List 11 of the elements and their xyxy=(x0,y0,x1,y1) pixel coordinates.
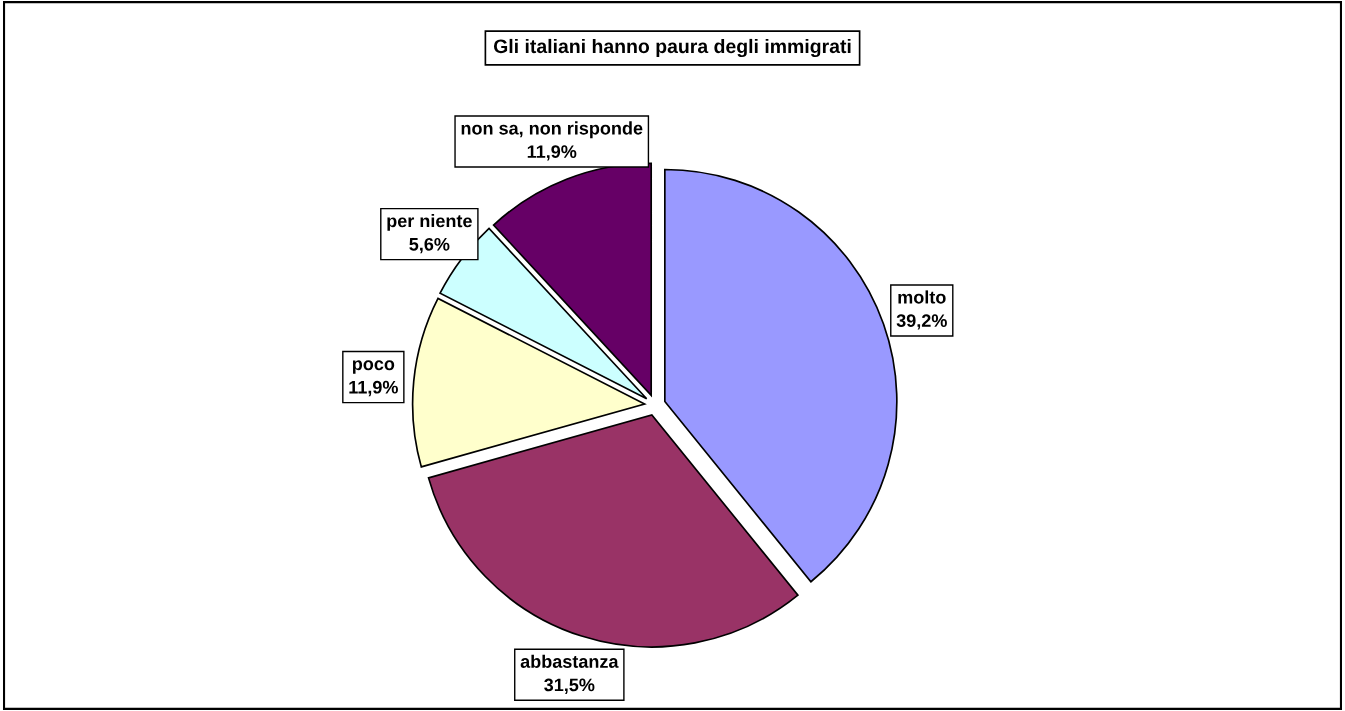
data-label: 5,6% xyxy=(409,237,450,254)
chart-title: Gli italiani hanno paura degli immigrati xyxy=(493,38,851,58)
slice-label: non sa, non risponde xyxy=(461,121,643,139)
data-label: 39,2% xyxy=(896,314,947,330)
slice-label: per niente xyxy=(387,214,472,231)
slice-label: molto xyxy=(898,290,946,304)
slice-label: poco xyxy=(352,360,395,374)
data-label: 11,9% xyxy=(349,380,398,397)
data-label: 31,5% xyxy=(544,678,595,694)
data-label: 11,9% xyxy=(527,145,577,161)
slice-label: abbastanza xyxy=(520,654,619,668)
